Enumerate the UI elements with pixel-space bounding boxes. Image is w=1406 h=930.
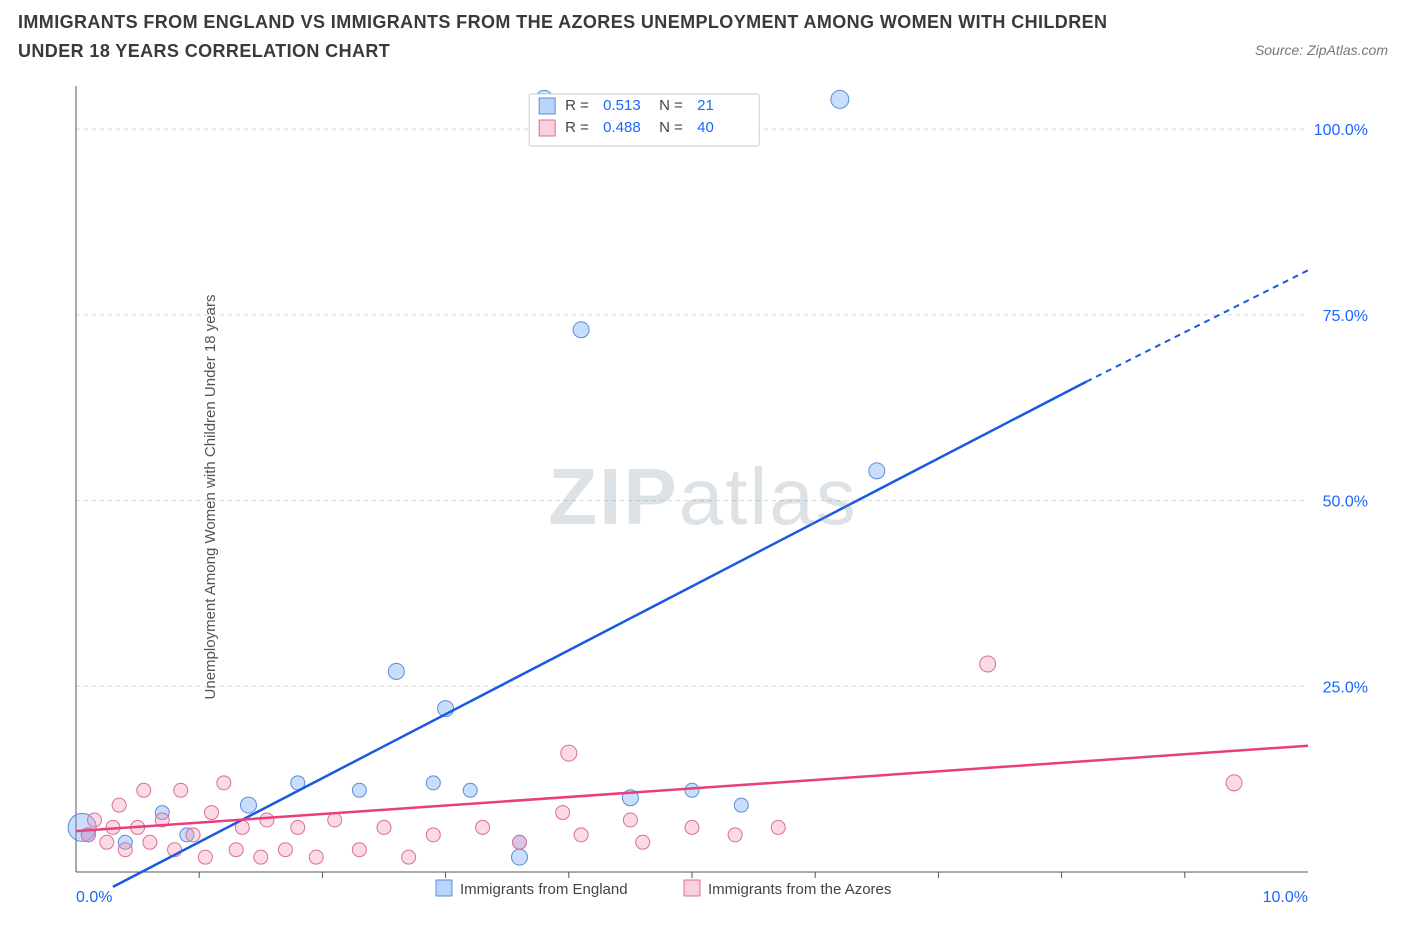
data-point bbox=[463, 783, 477, 797]
data-point bbox=[771, 820, 785, 834]
chart-title: IMMIGRANTS FROM ENGLAND VS IMMIGRANTS FR… bbox=[18, 8, 1138, 66]
y-axis-label: Unemployment Among Women with Children U… bbox=[202, 295, 219, 700]
data-point bbox=[328, 813, 342, 827]
data-point bbox=[100, 835, 114, 849]
data-point bbox=[217, 776, 231, 790]
svg-text:Immigrants from England: Immigrants from England bbox=[460, 881, 628, 898]
trendline-azores bbox=[76, 746, 1308, 831]
svg-text:0.0%: 0.0% bbox=[76, 889, 112, 906]
data-point bbox=[574, 828, 588, 842]
svg-text:R =: R = bbox=[565, 119, 589, 136]
data-point bbox=[377, 820, 391, 834]
data-point bbox=[869, 463, 885, 479]
data-point bbox=[87, 813, 101, 827]
data-point bbox=[198, 850, 212, 864]
data-point bbox=[112, 798, 126, 812]
svg-text:Immigrants from the Azores: Immigrants from the Azores bbox=[708, 881, 891, 898]
svg-text:0.488: 0.488 bbox=[603, 119, 641, 136]
data-point bbox=[186, 828, 200, 842]
svg-text:100.0%: 100.0% bbox=[1314, 122, 1368, 139]
chart-container: Unemployment Among Women with Children U… bbox=[18, 82, 1388, 912]
svg-text:R =: R = bbox=[565, 97, 589, 114]
data-point bbox=[426, 776, 440, 790]
data-point bbox=[352, 783, 366, 797]
data-point bbox=[118, 843, 132, 857]
data-point bbox=[278, 843, 292, 857]
data-point bbox=[388, 663, 404, 679]
trendline-england bbox=[113, 382, 1086, 887]
svg-text:40: 40 bbox=[697, 119, 714, 136]
series-legend: Immigrants from England Immigrants from t… bbox=[436, 880, 891, 898]
data-point bbox=[143, 835, 157, 849]
data-point bbox=[513, 835, 527, 849]
svg-text:25.0%: 25.0% bbox=[1323, 679, 1368, 696]
data-point bbox=[205, 806, 219, 820]
data-point bbox=[229, 843, 243, 857]
data-point bbox=[1226, 775, 1242, 791]
source-label: Source: ZipAtlas.com bbox=[1255, 42, 1388, 58]
data-point bbox=[980, 656, 996, 672]
svg-text:N =: N = bbox=[659, 119, 683, 136]
data-point bbox=[512, 849, 528, 865]
data-point bbox=[476, 820, 490, 834]
svg-text:21: 21 bbox=[697, 97, 714, 114]
data-point bbox=[309, 850, 323, 864]
correlation-legend: R = 0.513 N = 21 R = 0.488 N = 40 bbox=[529, 94, 759, 146]
svg-text:0.513: 0.513 bbox=[603, 97, 641, 114]
data-point bbox=[734, 798, 748, 812]
data-point bbox=[137, 783, 151, 797]
data-point bbox=[685, 783, 699, 797]
scatter-plot: 25.0% 50.0% 75.0% 100.0% 0.0% 10.0% R = 0.513 N … bbox=[18, 82, 1388, 912]
data-point bbox=[291, 820, 305, 834]
data-point bbox=[402, 850, 416, 864]
data-point bbox=[623, 813, 637, 827]
data-point bbox=[240, 797, 256, 813]
data-point bbox=[685, 820, 699, 834]
svg-text:50.0%: 50.0% bbox=[1323, 494, 1368, 511]
data-point bbox=[636, 835, 650, 849]
data-point bbox=[831, 90, 849, 108]
data-point bbox=[254, 850, 268, 864]
svg-text:75.0%: 75.0% bbox=[1323, 308, 1368, 325]
data-point bbox=[556, 806, 570, 820]
data-point bbox=[561, 745, 577, 761]
data-point bbox=[728, 828, 742, 842]
data-point bbox=[352, 843, 366, 857]
data-point bbox=[573, 322, 589, 338]
data-point bbox=[260, 813, 274, 827]
data-point bbox=[426, 828, 440, 842]
data-point bbox=[174, 783, 188, 797]
svg-text:N =: N = bbox=[659, 97, 683, 114]
svg-text:10.0%: 10.0% bbox=[1263, 889, 1308, 906]
